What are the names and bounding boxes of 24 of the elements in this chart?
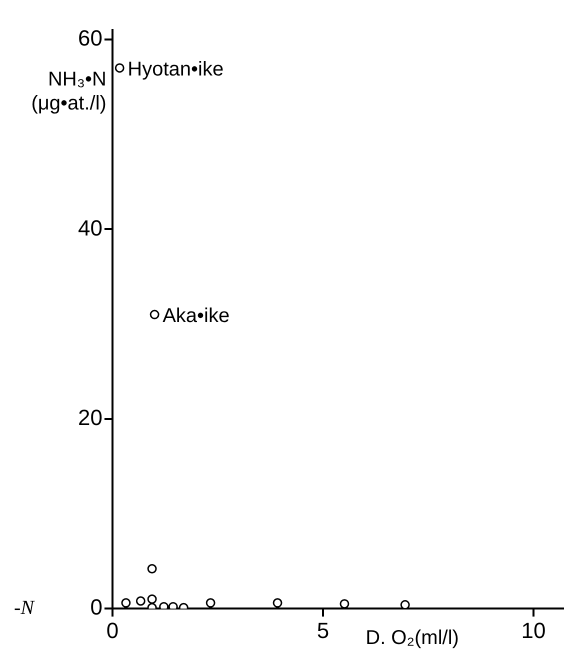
text: -N (14, 596, 36, 619)
x-tick-label: 5 (316, 618, 330, 643)
point (147, 594, 157, 604)
point (340, 599, 350, 609)
point (272, 598, 282, 608)
point (168, 602, 178, 609)
point (121, 598, 131, 608)
annotation: Hyotan•ike (128, 58, 224, 80)
point (114, 63, 124, 73)
y-tick-label: 40 (78, 215, 102, 240)
point (147, 564, 157, 574)
y-tick-label: 20 (78, 404, 102, 430)
annotation: Aka•ike (162, 305, 230, 328)
x-tick-label: 10 (521, 618, 546, 643)
y-axis-title: NH₃•N (μg•at./l) (31, 68, 106, 115)
point (400, 600, 410, 609)
point (150, 310, 160, 320)
y-tick-label: 0 (90, 594, 102, 620)
point (206, 598, 216, 608)
point (159, 602, 169, 609)
point (136, 596, 146, 606)
y-tick-label: 60 (78, 26, 102, 51)
x-tick-label: 0 (106, 618, 119, 643)
x-axis-title: D. O₂(ml/l) (366, 627, 459, 650)
